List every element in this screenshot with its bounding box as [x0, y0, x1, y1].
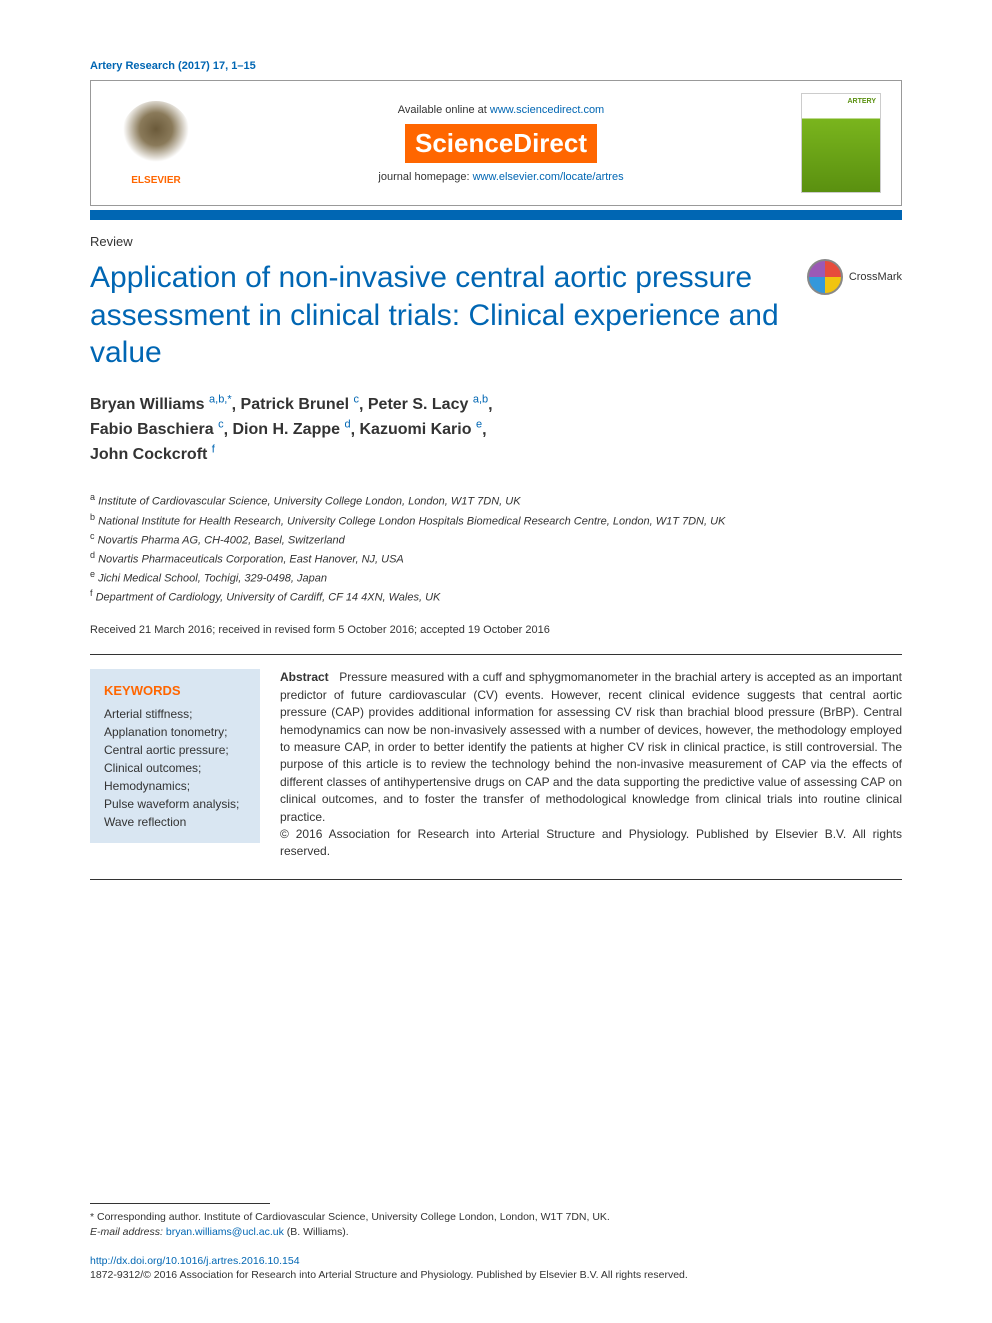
page-footer: * Corresponding author. Institute of Car… [90, 1203, 902, 1283]
author: Dion H. Zappe d [232, 421, 350, 438]
section-divider [90, 654, 902, 655]
author: Fabio Baschiera c [90, 421, 224, 438]
footnote-divider [90, 1203, 270, 1204]
corresponding-email[interactable]: bryan.williams@ucl.ac.uk [166, 1226, 284, 1238]
authors-list: Bryan Williams a,b,*, Patrick Brunel c, … [90, 392, 902, 468]
abstract-label: Abstract [280, 670, 329, 684]
keywords-box: KEYWORDS Arterial stiffness; Applanation… [90, 669, 260, 843]
sciencedirect-logo: ScienceDirect [405, 124, 597, 163]
journal-header: ELSEVIER Available online at www.science… [90, 80, 902, 206]
journal-homepage-url[interactable]: www.elsevier.com/locate/artres [473, 171, 624, 183]
journal-cover-title: ARTERY [847, 98, 876, 105]
article-type: Review [90, 234, 902, 249]
author: Peter S. Lacy a,b [368, 396, 488, 413]
crossmark-label: CrossMark [849, 271, 902, 283]
citation-line: Artery Research (2017) 17, 1–15 [90, 60, 902, 72]
journal-cover-thumbnail: ARTERY [801, 93, 881, 193]
journal-homepage-text: journal homepage: www.elsevier.com/locat… [201, 171, 801, 183]
abstract-block: Abstract Pressure measured with a cuff a… [280, 669, 902, 860]
available-online-text: Available online at www.sciencedirect.co… [201, 104, 801, 116]
abstract-body: Pressure measured with a cuff and sphygm… [280, 670, 902, 823]
elsevier-label: ELSEVIER [131, 175, 180, 186]
affiliation: b National Institute for Health Research… [90, 511, 902, 530]
keywords-list: Arterial stiffness; Applanation tonometr… [104, 705, 246, 831]
abstract-copyright: © 2016 Association for Research into Art… [280, 826, 902, 861]
elsevier-tree-icon [121, 101, 191, 171]
crossmark-icon [807, 259, 843, 295]
article-title: Application of non-invasive central aort… [90, 259, 787, 372]
affiliation: a Institute of Cardiovascular Science, U… [90, 491, 902, 510]
author: John Cockcroft f [90, 446, 215, 463]
doi-block: http://dx.doi.org/10.1016/j.artres.2016.… [90, 1254, 902, 1283]
sciencedirect-url[interactable]: www.sciencedirect.com [490, 104, 604, 116]
doi-link[interactable]: http://dx.doi.org/10.1016/j.artres.2016.… [90, 1254, 902, 1269]
author: Bryan Williams a,b,* [90, 396, 232, 413]
affiliation: f Department of Cardiology, University o… [90, 587, 902, 606]
author: Kazuomi Kario e [359, 421, 482, 438]
keywords-heading: KEYWORDS [104, 681, 246, 701]
article-dates: Received 21 March 2016; received in revi… [90, 624, 902, 636]
affiliations-list: a Institute of Cardiovascular Science, U… [90, 491, 902, 606]
author: Patrick Brunel c [241, 396, 359, 413]
blue-divider-bar [90, 210, 902, 220]
corresponding-author: * Corresponding author. Institute of Car… [90, 1210, 902, 1239]
crossmark-badge[interactable]: CrossMark [807, 259, 902, 295]
elsevier-logo: ELSEVIER [111, 93, 201, 193]
affiliation: c Novartis Pharma AG, CH-4002, Basel, Sw… [90, 530, 902, 549]
section-divider [90, 879, 902, 880]
issn-copyright: 1872-9312/© 2016 Association for Researc… [90, 1268, 902, 1283]
affiliation: d Novartis Pharmaceuticals Corporation, … [90, 549, 902, 568]
affiliation: e Jichi Medical School, Tochigi, 329-049… [90, 568, 902, 587]
